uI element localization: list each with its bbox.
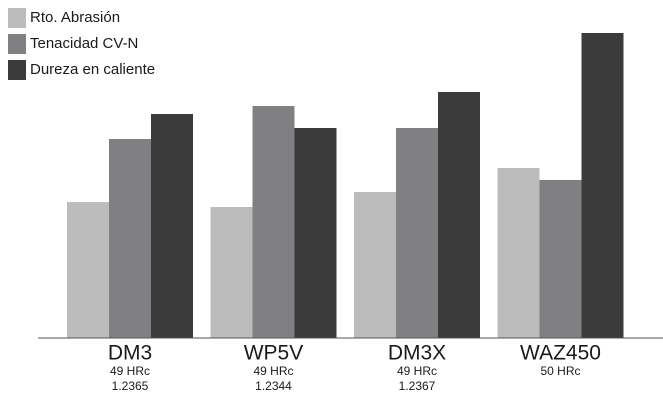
- bar: [539, 180, 582, 338]
- x-tick-label: WAZ450: [520, 342, 601, 365]
- bar: [396, 128, 438, 338]
- legend-label: Rto. Abrasión: [30, 9, 120, 26]
- bar: [151, 114, 193, 338]
- bar: [252, 106, 295, 338]
- x-tick-label: DM3: [108, 342, 152, 365]
- category-note: 1.2365: [112, 379, 149, 393]
- bar: [438, 92, 480, 338]
- legend-swatch: [8, 34, 26, 54]
- category-note: 1.2367: [399, 379, 436, 393]
- bar: [497, 168, 540, 338]
- category-note: 1.2344: [255, 379, 292, 393]
- x-tick-label: WP5V: [244, 342, 304, 365]
- bar: [210, 207, 253, 338]
- legend-label: Dureza en caliente: [30, 61, 155, 78]
- bar: [109, 139, 151, 338]
- bar: [354, 192, 396, 338]
- x-tick-label: DM3X: [388, 342, 446, 365]
- category-note: 49 HRc: [110, 364, 150, 378]
- legend-swatch: [8, 8, 26, 28]
- bar: [581, 33, 624, 338]
- legend-swatch: [8, 60, 26, 80]
- category-note: 49 HRc: [253, 364, 293, 378]
- bar: [294, 128, 337, 338]
- bar: [67, 202, 109, 338]
- legend-label: Tenacidad CV-N: [30, 35, 138, 52]
- category-note: 49 HRc: [397, 364, 437, 378]
- category-note: 50 HRc: [540, 364, 580, 378]
